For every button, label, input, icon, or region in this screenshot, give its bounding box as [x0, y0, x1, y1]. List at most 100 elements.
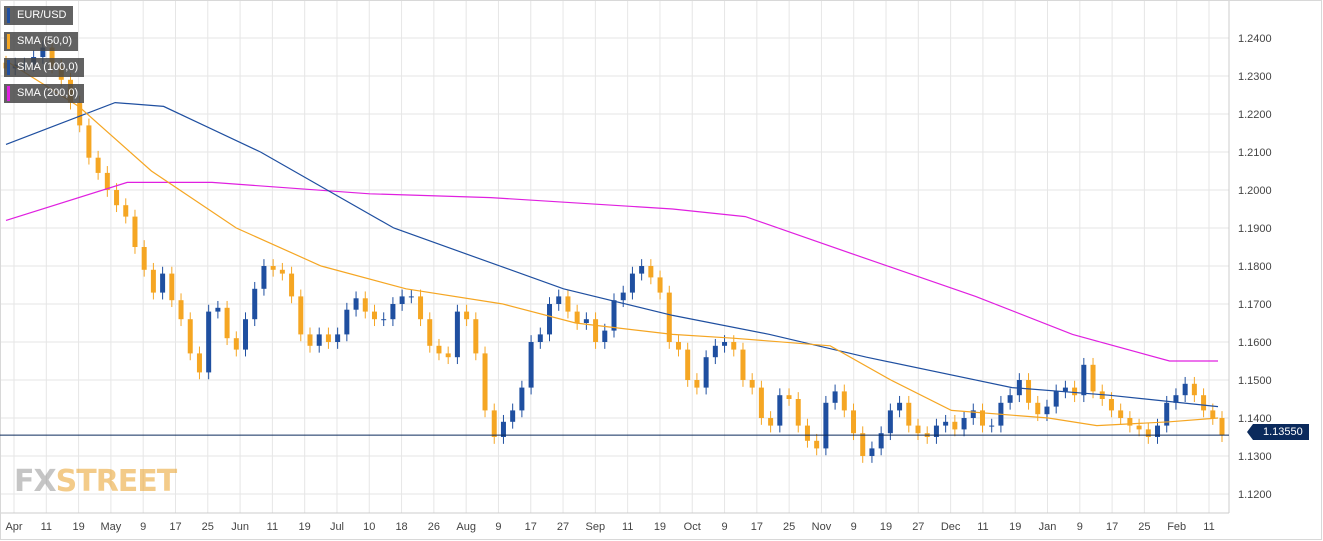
candle-body [1219, 418, 1225, 436]
candle-body [1081, 364, 1087, 396]
candle-body [804, 425, 810, 441]
x-tick-label: 18 [395, 521, 407, 533]
candle-body [454, 311, 460, 358]
x-tick-label: 10 [363, 521, 375, 533]
candle-body [1062, 387, 1068, 392]
candle-body [418, 296, 424, 320]
legend-swatch-sma100 [7, 60, 10, 75]
candle-body [943, 421, 949, 426]
candle-body [795, 399, 801, 426]
candle-body [298, 296, 304, 335]
candle-body [473, 319, 479, 354]
candle-body [583, 319, 589, 323]
candle-body [1108, 399, 1114, 411]
candle-body [500, 421, 506, 437]
candle-body [381, 319, 387, 321]
candle-body [832, 391, 838, 403]
candle-body [427, 319, 433, 346]
candle-body [1072, 387, 1078, 396]
candle-body [1007, 395, 1013, 403]
candle-body [206, 311, 212, 373]
candle-body [77, 102, 83, 126]
candle-body [851, 410, 857, 434]
candle-body [160, 273, 166, 293]
candle-body [749, 380, 755, 388]
legend-label-eurusd: EUR/USD [17, 9, 67, 21]
x-tick-label: Oct [684, 521, 701, 533]
last-price-tag: 1.13550 [1247, 424, 1309, 440]
candle-body [325, 334, 331, 342]
candle-body [869, 448, 875, 456]
candle-body [445, 353, 451, 358]
candle-body [860, 433, 866, 456]
candle-body [1136, 425, 1142, 430]
candle-body [132, 216, 138, 247]
candle-body [1201, 395, 1207, 411]
y-tick-label: 1.1300 [1238, 451, 1272, 463]
candle-body [703, 357, 709, 388]
candle-body [537, 334, 543, 342]
x-tick-label: 11 [41, 521, 52, 533]
candle-body [196, 353, 202, 373]
candle-body [270, 266, 276, 270]
y-tick-label: 1.2200 [1238, 109, 1272, 121]
x-tick-label: 25 [1138, 521, 1150, 533]
candle-body [823, 402, 829, 449]
candle-body [666, 292, 672, 342]
x-tick-label: 9 [1077, 521, 1083, 533]
candle-body [1035, 402, 1041, 415]
candle-body [224, 307, 230, 339]
x-tick-label: 11 [622, 521, 633, 533]
candle-body [335, 334, 341, 342]
x-tick-label: 19 [72, 521, 84, 533]
legend-item-sma200: SMA (200,0) [4, 84, 85, 103]
x-tick-label: 19 [299, 521, 311, 533]
candle-body [510, 410, 516, 422]
x-tick-label: Apr [5, 521, 22, 533]
legend-swatch-eurusd [7, 8, 10, 23]
candle-body [390, 304, 396, 320]
y-tick-label: 1.1500 [1238, 375, 1272, 387]
y-tick-label: 1.1400 [1238, 413, 1272, 425]
x-tick-label: Jun [231, 521, 249, 533]
candle-body [491, 410, 497, 437]
candle-body [620, 292, 626, 301]
sma-200-line [5, 181, 1218, 362]
candle-body [233, 338, 239, 350]
legend-item-sma100: SMA (100,0) [4, 58, 85, 77]
candle-body [40, 47, 46, 57]
candle-body [169, 273, 175, 301]
candle-body [482, 353, 488, 411]
candle-body [1182, 383, 1188, 396]
candle-body [187, 319, 193, 354]
x-tick-label: Nov [812, 521, 832, 533]
candle-body [675, 342, 681, 350]
x-tick-label: Jan [1039, 521, 1057, 533]
candle-body [519, 387, 525, 411]
x-tick-label: Dec [941, 521, 961, 533]
candle-body [574, 311, 580, 323]
sma-50-line [5, 60, 1219, 427]
candle-body [1026, 380, 1032, 403]
candle-body [602, 330, 608, 342]
candle-body [933, 425, 939, 437]
candle-body [344, 309, 350, 335]
legend-swatch-sma200 [7, 86, 10, 101]
x-tick-label: 17 [751, 521, 763, 533]
legend-item-eurusd: EUR/USD [4, 6, 73, 25]
x-tick-label: 26 [428, 521, 440, 533]
y-tick-label: 1.2000 [1238, 185, 1272, 197]
candle-body [252, 288, 258, 320]
candle-body [979, 410, 985, 426]
x-tick-label: 11 [1203, 521, 1214, 533]
candle-body [694, 380, 700, 388]
candle-body [970, 410, 976, 418]
x-tick-label: 11 [977, 521, 988, 533]
candle-body [611, 300, 617, 331]
x-tick-label: 27 [912, 521, 924, 533]
candle-body [362, 298, 368, 312]
candle-body [1210, 410, 1216, 418]
candle-body [740, 349, 746, 380]
